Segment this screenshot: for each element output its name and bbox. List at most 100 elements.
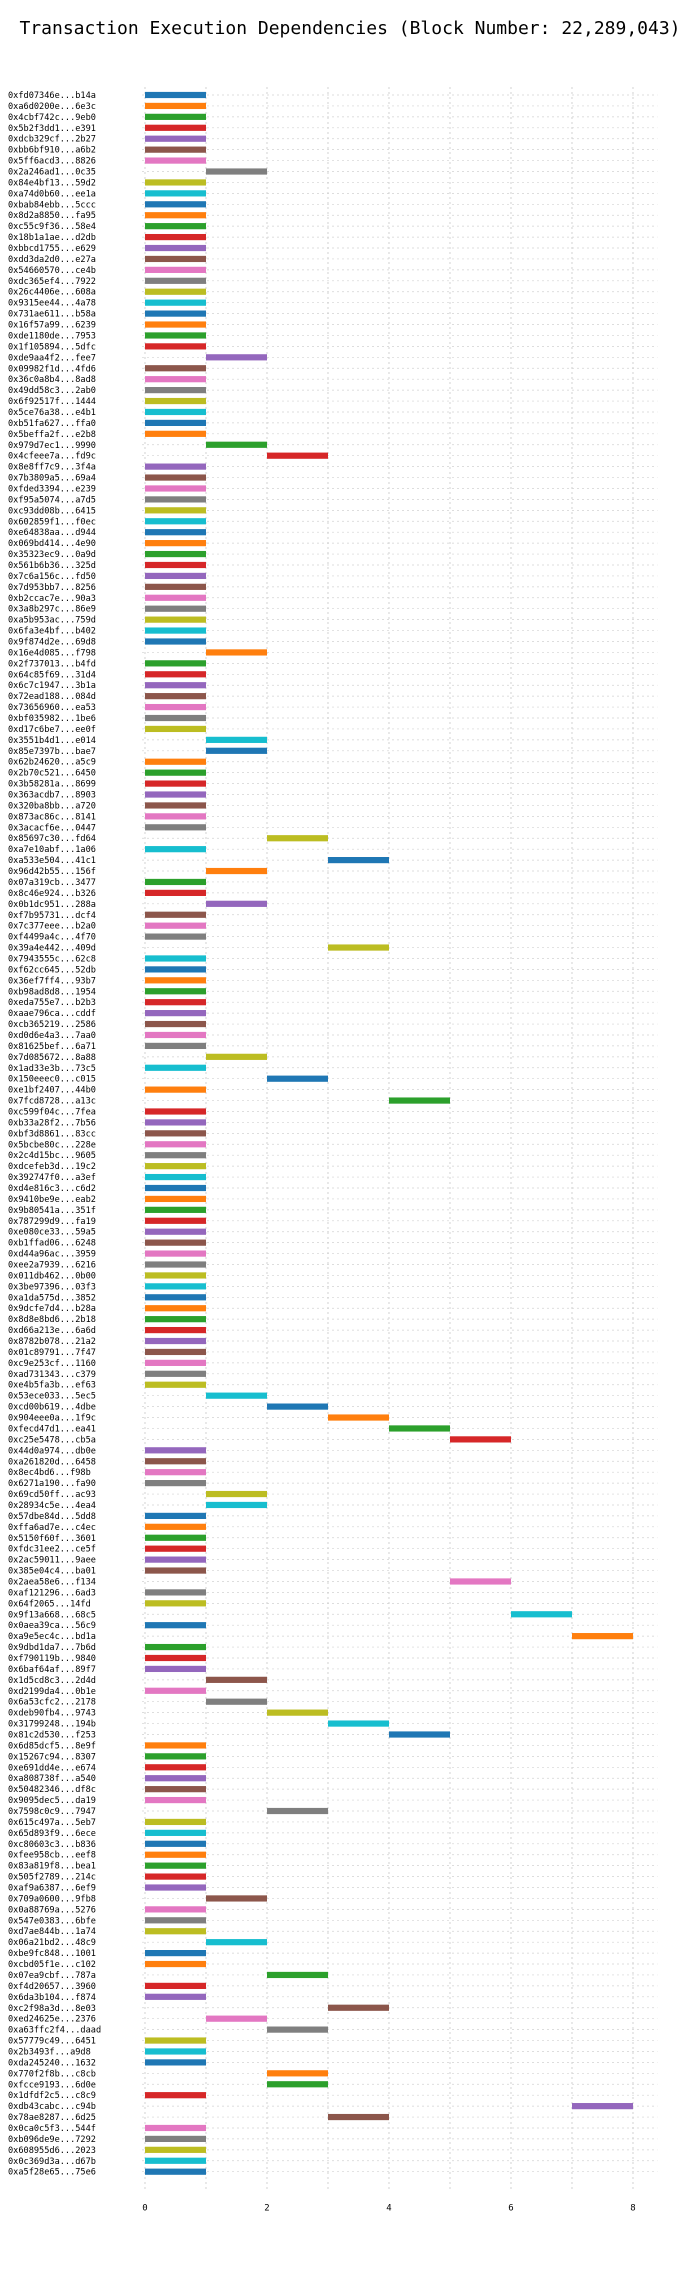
tx-bar	[267, 2081, 328, 2088]
tx-bar	[145, 682, 206, 689]
tx-bar	[145, 1447, 206, 1454]
tx-label: 0x31799248...194b	[8, 1720, 96, 1730]
tx-bar	[145, 911, 206, 918]
tx-label: 0xc9e253cf...1160	[8, 1359, 96, 1369]
tx-bar	[145, 1152, 206, 1159]
tx-label: 0xdc365ef4...7922	[8, 277, 96, 287]
tx-label: 0x3b58281a...8699	[8, 780, 96, 790]
tx-label: 0x7c377eee...b2a0	[8, 922, 96, 932]
tx-bar	[145, 758, 206, 765]
tx-bar	[267, 452, 328, 459]
tx-bar	[206, 900, 267, 907]
tx-label: 0x96d42b55...156f	[8, 867, 96, 877]
tx-label: 0xbab84ebb...5ccc	[8, 200, 96, 210]
tx-bar	[145, 1665, 206, 1673]
tx-label: 0xe1bf2407...44b0	[8, 1086, 96, 1096]
tx-label: 0x8c46e924...b326	[8, 889, 96, 899]
tx-bar	[206, 867, 267, 875]
tx-label: 0x0a88769a...5276	[8, 1905, 96, 1915]
tx-label: 0xffa6ad7e...c4ec	[8, 1523, 96, 1533]
tx-label: 0x8782b078...21a2	[8, 1337, 96, 1347]
tx-bar	[145, 102, 206, 110]
tx-bar	[145, 288, 206, 295]
tx-bar	[145, 988, 206, 995]
tx-label: 0xdd3da2d0...e27a	[8, 255, 96, 265]
tx-label: 0xa5b953ac...759d	[8, 616, 96, 626]
tx-bar	[145, 1840, 206, 1847]
tx-label: 0x0ca0c5f3...544f	[8, 2124, 96, 2134]
tx-bar	[145, 955, 206, 962]
tx-bar	[145, 966, 206, 973]
tx-label: 0x36ef7ff4...93b7	[8, 976, 96, 986]
tx-bar	[145, 212, 206, 219]
tx-bar	[145, 1786, 206, 1793]
tx-label: 0x385e04c4...ba01	[8, 1567, 96, 1577]
tx-label: 0x873ac86c...8141	[8, 812, 96, 822]
tx-bar	[450, 1436, 511, 1443]
tx-bar	[145, 343, 206, 350]
tx-label: 0xe64838aa...d944	[8, 528, 96, 538]
tx-label: 0xad731343...c379	[8, 1370, 96, 1380]
tx-label: 0x1ad33e3b...73c5	[8, 1064, 96, 1074]
tx-label: 0x3be97396...03f3	[8, 1282, 96, 1292]
tx-bar	[145, 824, 206, 831]
tx-bar	[206, 747, 267, 754]
tx-label: 0x1dfdf2c5...c8c9	[8, 2091, 96, 2101]
tx-bar	[145, 594, 206, 601]
tx-bar	[145, 1184, 206, 1192]
tx-label: 0x6d85dcf5...8e9f	[8, 1741, 96, 1751]
tx-bar	[145, 1654, 206, 1662]
tx-label: 0x6da3b104...f874	[8, 1993, 96, 2003]
tx-bar	[145, 1217, 206, 1224]
tx-label: 0xa1da575d...3852	[8, 1293, 96, 1303]
tx-bar	[145, 714, 206, 722]
tx-bar	[145, 430, 206, 437]
tx-bar	[145, 1534, 206, 1541]
tx-bar	[572, 2103, 633, 2110]
tx-label: 0x06a21bd2...48c9	[8, 1938, 96, 1948]
tx-bar	[145, 1993, 206, 2000]
tx-label: 0x65d893f9...6ece	[8, 1829, 96, 1839]
tx-label: 0x1f105894...5dfc	[8, 342, 96, 352]
x-tick-label: 4	[386, 2204, 391, 2214]
tx-label: 0x64f2065...14fd	[8, 1599, 91, 1609]
tx-bar	[145, 846, 206, 853]
tx-label: 0x2a246ad1...0c35	[8, 168, 96, 178]
tx-label: 0x6c7c1947...3b1a	[8, 681, 96, 691]
tx-bar	[145, 2092, 206, 2099]
tx-bar	[145, 190, 206, 197]
tx-bar	[145, 1195, 206, 1203]
tx-bar	[145, 660, 206, 667]
tx-bar	[145, 802, 206, 809]
tx-bar	[145, 1348, 206, 1356]
tx-bar	[267, 1403, 328, 1410]
tx-label: 0x39a4e442...409d	[8, 944, 96, 954]
tx-bar	[145, 627, 206, 634]
tx-label: 0xa74d0b60...ee1a	[8, 189, 96, 199]
tx-label: 0x9f13a668...68c5	[8, 1610, 96, 1620]
tx-bar	[145, 321, 206, 328]
tx-label: 0x9f874d2e...69d8	[8, 638, 96, 648]
tx-label: 0x62b24620...a5c9	[8, 758, 96, 768]
tx-label: 0x18b1a1ae...d2db	[8, 233, 96, 243]
tx-label: 0x0c369d3a...d67b	[8, 2157, 96, 2167]
tx-label: 0xf4499a4c...4f70	[8, 933, 96, 943]
tx-bar	[145, 1458, 206, 1465]
tx-label: 0x320ba8bb...a720	[8, 801, 96, 811]
tx-bar	[145, 1600, 206, 1607]
tx-label: 0x7c6a156c...fd50	[8, 572, 96, 582]
tx-bar	[145, 638, 206, 645]
tx-bar	[145, 1294, 206, 1301]
tx-bar	[145, 933, 206, 940]
tx-bar	[267, 835, 328, 842]
tx-bar	[145, 299, 206, 306]
tx-bar	[145, 1326, 206, 1334]
tx-label: 0xcb365219...2586	[8, 1020, 96, 1030]
tx-bar	[145, 2124, 206, 2132]
tx-bar	[145, 572, 206, 580]
tx-bar	[145, 1567, 206, 1574]
tx-label: 0x9095dec5...da19	[8, 1796, 96, 1806]
tx-bar	[145, 1261, 206, 1268]
tx-label: 0xe080ce33...59a5	[8, 1228, 96, 1238]
tx-bar	[145, 507, 206, 514]
